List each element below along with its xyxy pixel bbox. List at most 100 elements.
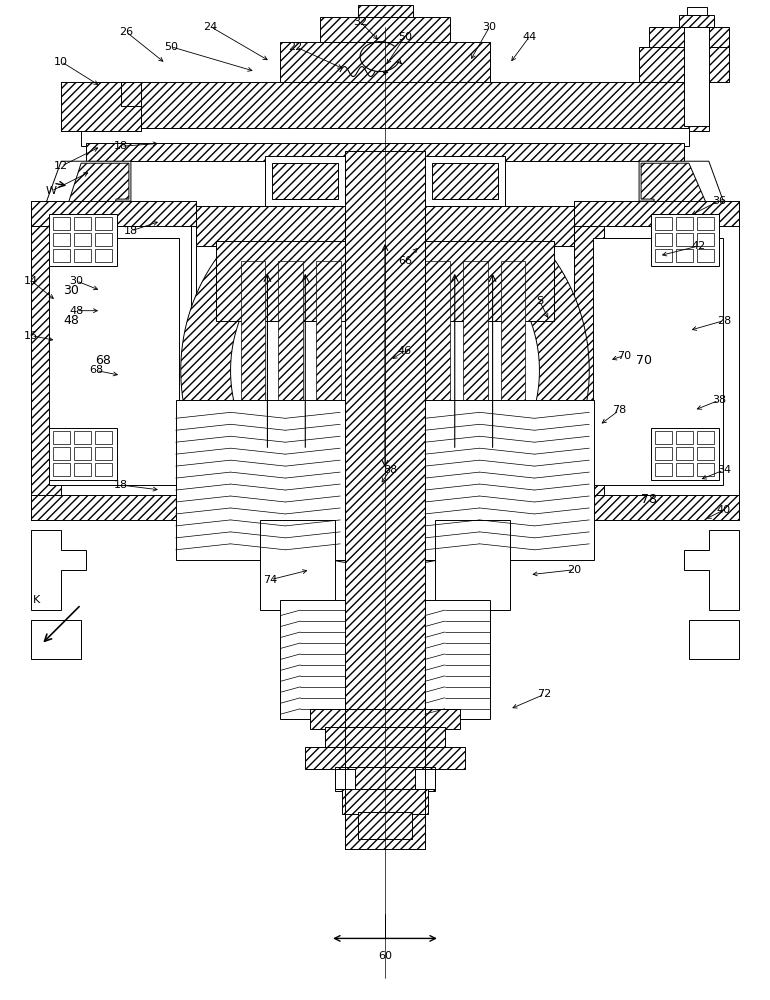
Bar: [345, 151, 425, 849]
Bar: [280, 42, 490, 82]
Bar: [36, 206, 191, 515]
Text: 40: 40: [717, 505, 731, 515]
Text: 70: 70: [636, 354, 652, 367]
Bar: [216, 241, 345, 321]
Text: 48: 48: [63, 314, 79, 327]
Polygon shape: [641, 163, 711, 269]
Bar: [53, 217, 70, 230]
Bar: [325, 727, 445, 749]
Bar: [320, 17, 450, 42]
Bar: [176, 400, 345, 560]
Bar: [425, 400, 594, 560]
Text: 32: 32: [353, 17, 367, 27]
Text: S: S: [536, 296, 543, 306]
Bar: [74, 463, 91, 476]
Text: 70: 70: [617, 351, 631, 361]
Bar: [95, 447, 112, 460]
Bar: [273, 163, 338, 199]
Text: 28: 28: [717, 316, 731, 326]
Text: 68: 68: [89, 365, 103, 375]
Bar: [649, 27, 728, 47]
Bar: [32, 201, 196, 520]
Text: 66: 66: [398, 256, 412, 266]
Bar: [266, 156, 345, 206]
Bar: [425, 600, 490, 719]
Text: 78: 78: [612, 405, 626, 415]
Polygon shape: [64, 163, 129, 269]
Bar: [676, 447, 693, 460]
Bar: [697, 431, 714, 444]
Bar: [697, 447, 714, 460]
Text: 18: 18: [124, 226, 138, 236]
Bar: [240, 261, 266, 470]
Bar: [651, 214, 718, 266]
Text: 50: 50: [164, 42, 178, 52]
Text: 88: 88: [383, 465, 397, 475]
Bar: [684, 27, 709, 126]
Circle shape: [291, 167, 320, 195]
Bar: [639, 47, 728, 82]
Bar: [32, 495, 196, 520]
Text: 30: 30: [69, 276, 83, 286]
Bar: [676, 463, 693, 476]
Bar: [679, 15, 714, 27]
Text: 68: 68: [95, 354, 111, 367]
Bar: [655, 447, 672, 460]
Text: 26: 26: [119, 27, 133, 37]
Polygon shape: [32, 620, 81, 659]
Bar: [49, 428, 117, 480]
Bar: [310, 709, 460, 729]
Bar: [425, 261, 450, 470]
Text: 24: 24: [203, 22, 218, 32]
Bar: [655, 233, 672, 246]
Text: 36: 36: [711, 196, 726, 206]
Bar: [358, 5, 413, 17]
Bar: [651, 428, 718, 480]
Polygon shape: [684, 530, 738, 610]
Circle shape: [448, 167, 476, 195]
Polygon shape: [42, 161, 131, 271]
Text: 46: 46: [398, 346, 412, 356]
Bar: [593, 238, 723, 485]
Bar: [260, 520, 335, 610]
Bar: [95, 463, 112, 476]
Text: 34: 34: [717, 465, 731, 475]
Bar: [196, 206, 345, 246]
Text: 22: 22: [288, 42, 303, 52]
Bar: [697, 217, 714, 230]
Bar: [676, 249, 693, 262]
Bar: [425, 206, 574, 246]
Bar: [676, 217, 693, 230]
Bar: [463, 261, 487, 470]
Bar: [676, 233, 693, 246]
Ellipse shape: [276, 535, 318, 595]
Text: 78: 78: [641, 493, 657, 506]
Text: 30: 30: [483, 22, 497, 32]
Bar: [95, 217, 112, 230]
Text: 18: 18: [114, 480, 128, 490]
Text: K: K: [32, 595, 40, 605]
Bar: [74, 249, 91, 262]
Polygon shape: [404, 177, 589, 564]
Text: 30: 30: [63, 284, 79, 297]
Bar: [280, 600, 345, 719]
Bar: [95, 431, 112, 444]
Text: 42: 42: [691, 241, 706, 251]
Bar: [425, 156, 504, 206]
Text: 50: 50: [398, 32, 412, 42]
Bar: [32, 201, 61, 520]
Bar: [335, 769, 355, 789]
Bar: [49, 238, 179, 485]
Bar: [61, 82, 141, 131]
Bar: [335, 767, 435, 791]
Bar: [415, 769, 435, 789]
Bar: [425, 241, 554, 321]
Bar: [53, 447, 70, 460]
Bar: [676, 431, 693, 444]
Bar: [95, 249, 112, 262]
Text: 72: 72: [537, 689, 551, 699]
Text: 48: 48: [69, 306, 83, 316]
Text: 74: 74: [263, 575, 277, 585]
Bar: [432, 163, 497, 199]
Text: 18: 18: [114, 141, 128, 151]
